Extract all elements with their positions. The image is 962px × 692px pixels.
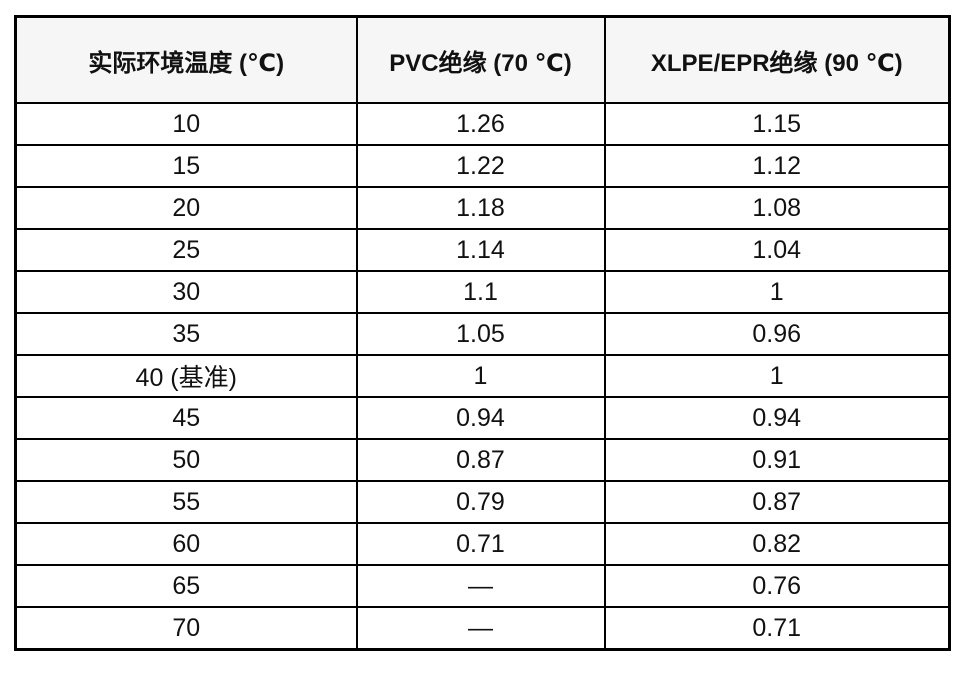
- header-cell: 实际环境温度 (℃): [14, 15, 358, 104]
- table-header-row: 实际环境温度 (℃) PVC绝缘 (70 ℃) XLPE/EPR绝缘 (90 ℃): [14, 15, 951, 104]
- table-cell: 50: [14, 438, 358, 482]
- table-cell: 0.87: [355, 438, 606, 482]
- table-row: 55 0.79 0.87: [14, 480, 951, 524]
- table-row: 25 1.14 1.04: [14, 228, 951, 272]
- table-cell: 15: [14, 144, 358, 188]
- table-cell: 1: [603, 270, 951, 314]
- table-cell: 0.94: [355, 396, 606, 440]
- table-cell: 45: [14, 396, 358, 440]
- table-cell: 0.87: [603, 480, 951, 524]
- table-cell: —: [355, 564, 606, 608]
- table-row: 50 0.87 0.91: [14, 438, 951, 482]
- table-cell: 0.96: [603, 312, 951, 356]
- table-cell: 1: [355, 354, 606, 398]
- table-row: 10 1.26 1.15: [14, 102, 951, 146]
- table-row: 15 1.22 1.12: [14, 144, 951, 188]
- table-row: 40 (基准) 1 1: [14, 354, 951, 398]
- table-cell: 25: [14, 228, 358, 272]
- header-cell: PVC绝缘 (70 ℃): [355, 15, 606, 104]
- table-row: 45 0.94 0.94: [14, 396, 951, 440]
- table-cell: 0.71: [355, 522, 606, 566]
- table-cell: 0.94: [603, 396, 951, 440]
- table-cell: 0.91: [603, 438, 951, 482]
- table-row: 35 1.05 0.96: [14, 312, 951, 356]
- table-cell: —: [355, 606, 606, 651]
- table-cell: 65: [14, 564, 358, 608]
- table-cell: 20: [14, 186, 358, 230]
- table-cell: 40 (基准): [14, 354, 358, 398]
- table-cell: 35: [14, 312, 358, 356]
- table-cell: 60: [14, 522, 358, 566]
- table-cell: 70: [14, 606, 358, 651]
- table-row: 20 1.18 1.08: [14, 186, 951, 230]
- table-row: 30 1.1 1: [14, 270, 951, 314]
- table-cell: 1.04: [603, 228, 951, 272]
- table-cell: 55: [14, 480, 358, 524]
- table-row: 60 0.71 0.82: [14, 522, 951, 566]
- table-cell: 30: [14, 270, 358, 314]
- table-cell: 1.1: [355, 270, 606, 314]
- table-cell: 0.82: [603, 522, 951, 566]
- table-cell: 1.22: [355, 144, 606, 188]
- table-row: 70—0.71: [14, 606, 951, 651]
- table-cell: 1: [603, 354, 951, 398]
- table-cell: 1.18: [355, 186, 606, 230]
- table-cell: 1.12: [603, 144, 951, 188]
- table-cell: 1.26: [355, 102, 606, 146]
- table-cell: 1.08: [603, 186, 951, 230]
- table-cell: 0.71: [603, 606, 951, 651]
- table-cell: 1.15: [603, 102, 951, 146]
- table-cell: 0.76: [603, 564, 951, 608]
- table-cell: 0.79: [355, 480, 606, 524]
- table-cell: 1.14: [355, 228, 606, 272]
- temperature-correction-table: 实际环境温度 (℃) PVC绝缘 (70 ℃) XLPE/EPR绝缘 (90 ℃) …: [14, 15, 951, 651]
- table-cell: 1.05: [355, 312, 606, 356]
- table-row: 65—0.76: [14, 564, 951, 608]
- table-cell: 10: [14, 102, 358, 146]
- header-cell: XLPE/EPR绝缘 (90 ℃): [603, 15, 951, 104]
